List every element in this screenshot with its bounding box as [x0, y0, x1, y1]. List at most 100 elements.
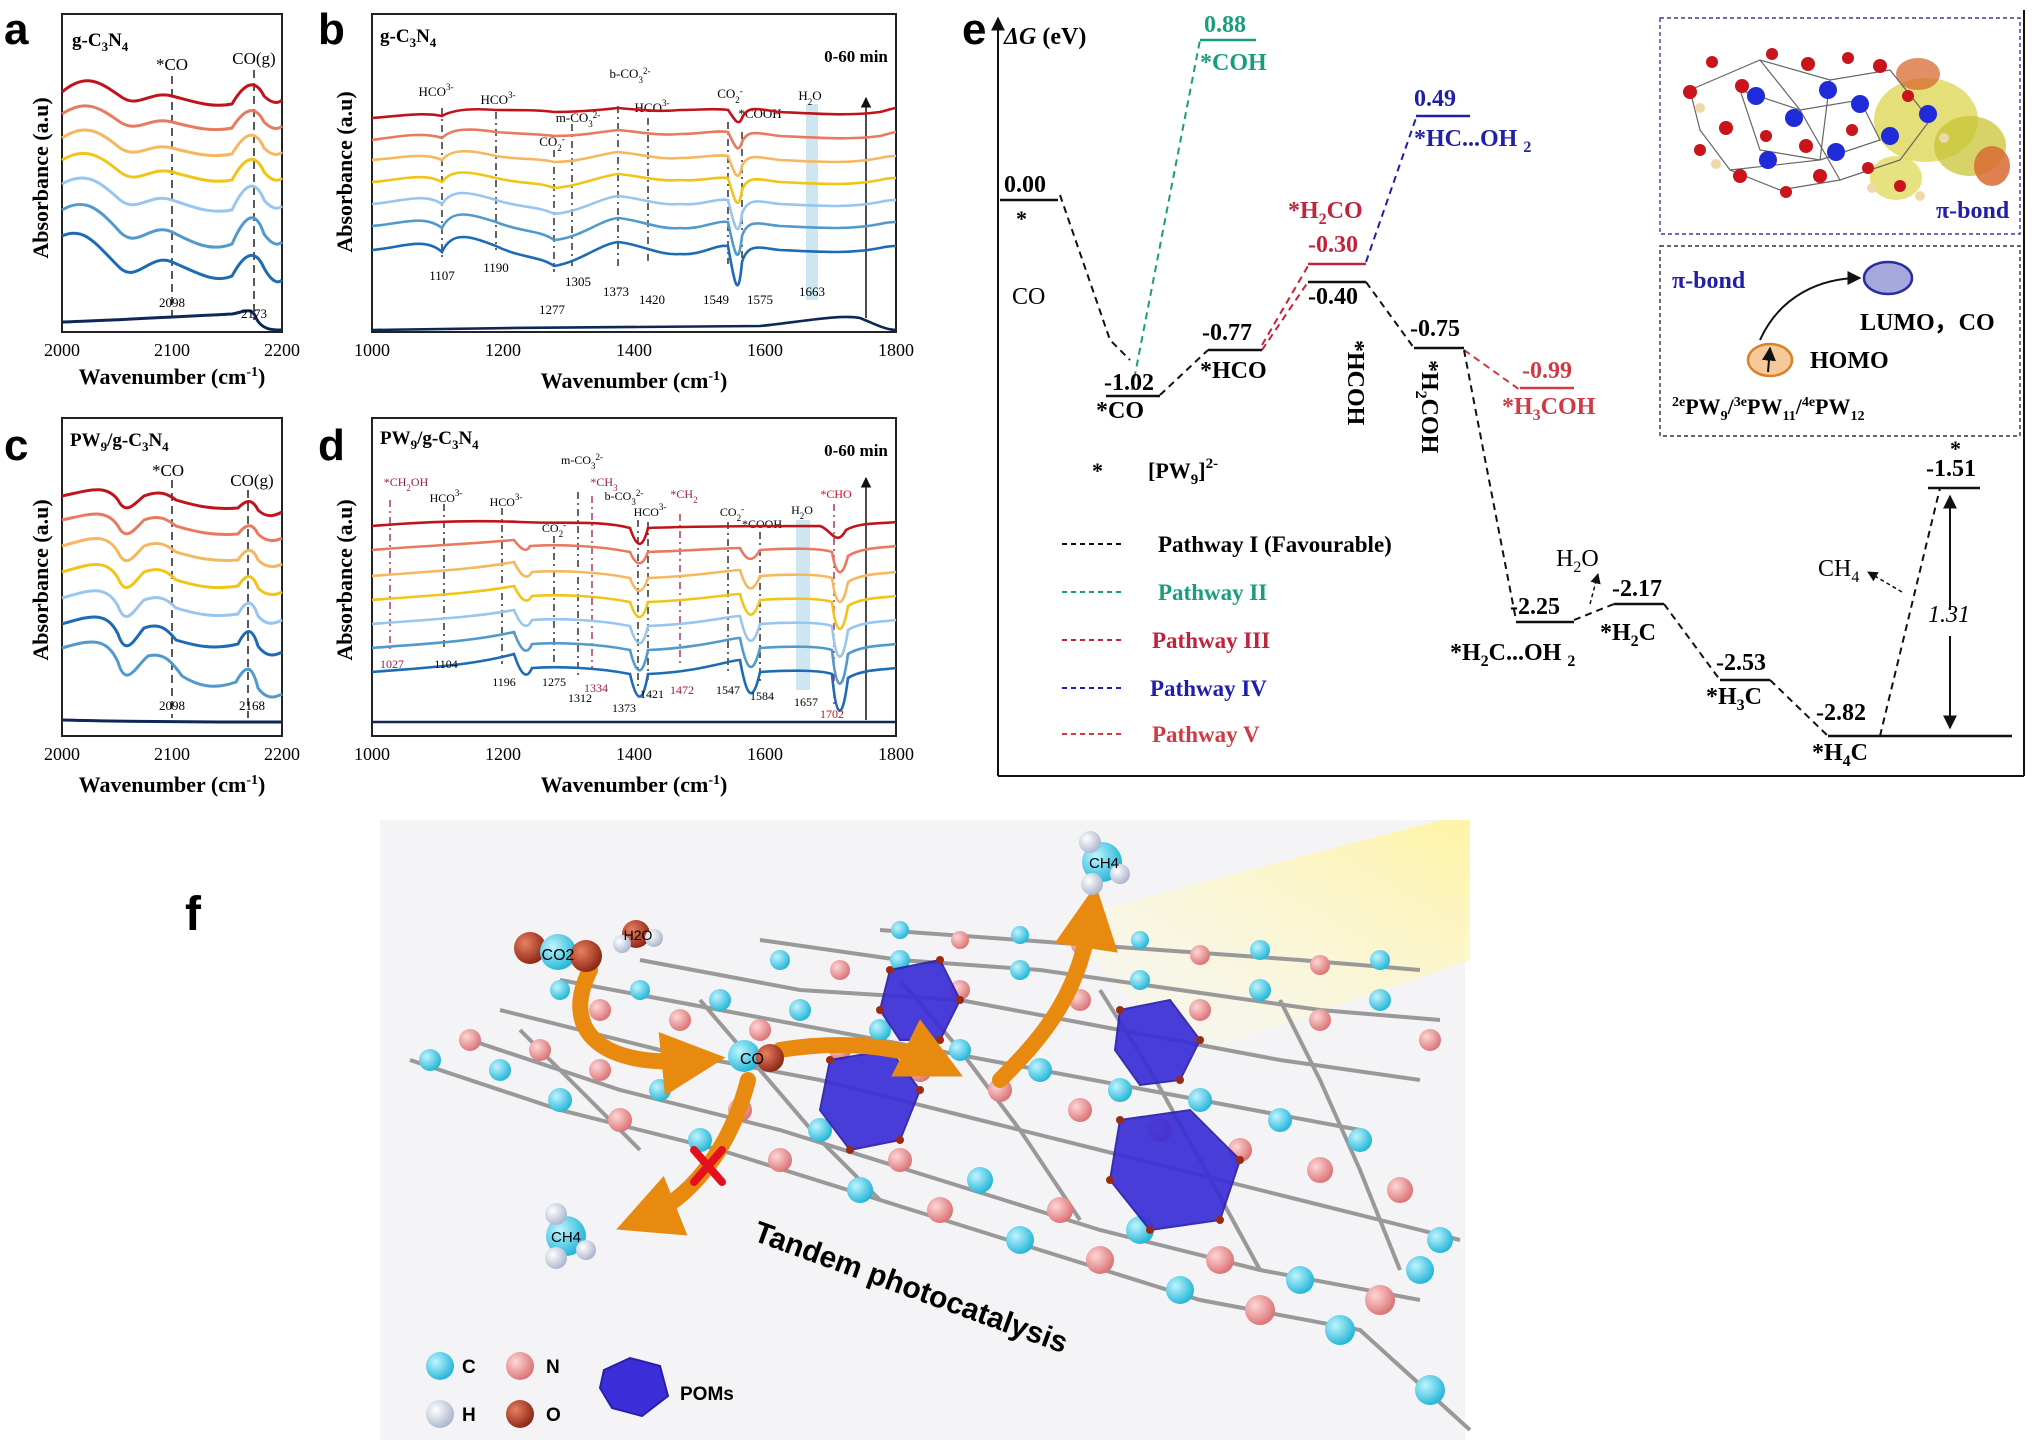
arrow-co-to-pom: [772, 1019, 963, 1077]
connector-pathway-I: [1663, 603, 1721, 681]
assignment-label: CO2-: [720, 504, 744, 523]
peak-value: 1420: [639, 292, 665, 307]
connector-pathway-I: [1261, 281, 1309, 351]
legend-atom-h: [426, 1400, 454, 1428]
molecule-ch4-blocked: CH4: [545, 1203, 596, 1269]
x-tick-label: 2000: [44, 744, 80, 764]
panel-d-peak-values: 1027 1104 1196 1275 1312 1334 1373 1421 …: [380, 657, 844, 721]
x-tick-label: 1600: [747, 744, 783, 764]
y-axis-label: Absorbance (a.u): [28, 97, 53, 258]
star-note-label: [PW9]2-: [1148, 456, 1218, 488]
spectrum-5: [61, 615, 283, 657]
annotation-co: CO: [1012, 284, 1045, 310]
panel-d-title: PW9/g-C3N4: [380, 428, 479, 452]
electron-arrow: [1761, 346, 1776, 373]
x-axis-label: Wavenumber (cm-1): [541, 368, 728, 393]
annotation-ch4: CH4: [1818, 556, 1859, 586]
energy-value: -0.40: [1308, 284, 1358, 310]
panel-e-legend: * [PW9]2- Pathway I (Favourable) Pathway…: [1062, 456, 1392, 747]
panel-c-series: [61, 488, 283, 724]
panel-letter-e: e: [962, 5, 986, 54]
connector-pathway-V: [1463, 349, 1521, 391]
molecule-h2o: H2O: [613, 920, 663, 953]
energy-labels: 0.00 * CO -1.02 *CO -0.77 *HCO -0.40 *HC…: [1004, 12, 1976, 770]
spectrum-6: [61, 640, 283, 699]
y-axis-label: Absorbance (a.u): [332, 499, 357, 660]
panel-b-series: [371, 106, 897, 332]
energy-value: -2.82: [1816, 700, 1866, 726]
peak-value: 1027: [380, 657, 404, 671]
ch4-release-arrow: [1867, 571, 1903, 593]
spectrum-2: [61, 537, 283, 568]
peak-value-0: 2098: [159, 295, 185, 310]
lumo-label: LUMO，CO: [1860, 310, 1995, 336]
energy-value: -0.77: [1202, 320, 1252, 346]
assignment-label: CO2-: [717, 86, 743, 105]
panel-d-assignments: *CH2OH HCO3- HCO3- CO2- m-CO32- *CH3 b-C…: [384, 452, 852, 539]
x-axis-label: Wavenumber (cm-1): [79, 364, 266, 389]
panel-a-title: g-C3N4: [72, 30, 129, 54]
legend-label: N: [546, 1357, 560, 1378]
spectrum-2: [371, 149, 897, 178]
legend-label: Pathway II: [1158, 580, 1267, 605]
peak-value: 1334: [584, 681, 608, 695]
spectrum-0: [371, 519, 897, 546]
peak-value: 1421: [640, 687, 664, 701]
assignment-label: H2O: [791, 503, 813, 521]
panel-d-xticks: 1000 1200 1400 1600 1800: [354, 744, 914, 764]
connector-pathway-I: [1879, 487, 1941, 737]
peak-value: 1584: [750, 689, 774, 703]
time-label: 0-60 min: [824, 441, 888, 460]
state-label: *: [1016, 206, 1027, 231]
orbital-scheme-inset: π-bond LUMO，CO HOMO 2ePW9/3ePW11/4ePW12: [1659, 245, 2021, 437]
spectrum-4: [61, 176, 284, 213]
spectrum-3: [371, 584, 897, 631]
spectrum-3: [371, 171, 897, 205]
arrow-pom-to-ch4: [992, 884, 1118, 1088]
legend-label: O: [546, 1405, 561, 1426]
star-note: *: [1092, 458, 1103, 483]
spectrum-5: [371, 213, 897, 256]
energy-value: 0.00: [1004, 172, 1046, 198]
molecule-ch4-product: CH4: [1079, 831, 1130, 895]
arrow-co2-to-co: [572, 962, 726, 1096]
peak-value: 1663: [799, 284, 825, 299]
connector-pathway-IV: [1365, 117, 1417, 263]
energy-value: -0.30: [1308, 232, 1358, 258]
legend-atom-c: [426, 1352, 454, 1380]
x-tick-label: 1400: [616, 340, 652, 360]
y-axis-label: Absorbance (a.u): [28, 499, 53, 660]
panel-e-chart: ΔG (eV): [991, 10, 2025, 777]
assignment-label: *CH3: [590, 475, 618, 493]
legend-label: Pathway III: [1152, 628, 1270, 653]
peak-value-1: 2173: [241, 306, 267, 321]
energy-connectors: [1059, 39, 1941, 737]
state-label: *H2C: [1600, 620, 1656, 650]
peak-value: 1657: [794, 695, 818, 709]
x-tick-label: 1800: [878, 340, 914, 360]
legend-pom-icon: [598, 1356, 670, 1418]
panel-b-peak-values: 1107 1190 1277 1305 1373 1420 1549 1575 …: [429, 260, 825, 317]
energy-value: 0.88: [1204, 12, 1246, 38]
spectrum-6: [61, 231, 284, 284]
spectrum-2: [61, 128, 284, 158]
peak-value: 1305: [565, 274, 591, 289]
state-label: *H2CO: [1288, 198, 1363, 228]
peak-value: 1547: [716, 683, 740, 697]
spectrum-1: [371, 538, 897, 574]
spectrum-0: [371, 106, 897, 124]
panel-b-title: g-C3N4: [380, 26, 437, 50]
energy-value: -1.02: [1104, 370, 1154, 396]
assignment-label: *CH2: [670, 487, 697, 505]
orbital-structure-inset: π-bond: [1659, 17, 2021, 235]
peak-value: 1575: [747, 292, 773, 307]
legend-atom-o: [506, 1400, 534, 1428]
state-label: *HC...OH 2: [1414, 126, 1531, 156]
connector-pathway-III: [1261, 265, 1309, 346]
x-tick-label: 1200: [485, 744, 521, 764]
assignment-label: HCO3-: [634, 502, 667, 519]
x-tick-label: 2100: [154, 340, 190, 360]
legend-label: Pathway I (Favourable): [1158, 532, 1392, 557]
panel-a-chart: g-C3N4 *CO CO(g) 2098 2173 2000 2100 220…: [28, 13, 300, 389]
